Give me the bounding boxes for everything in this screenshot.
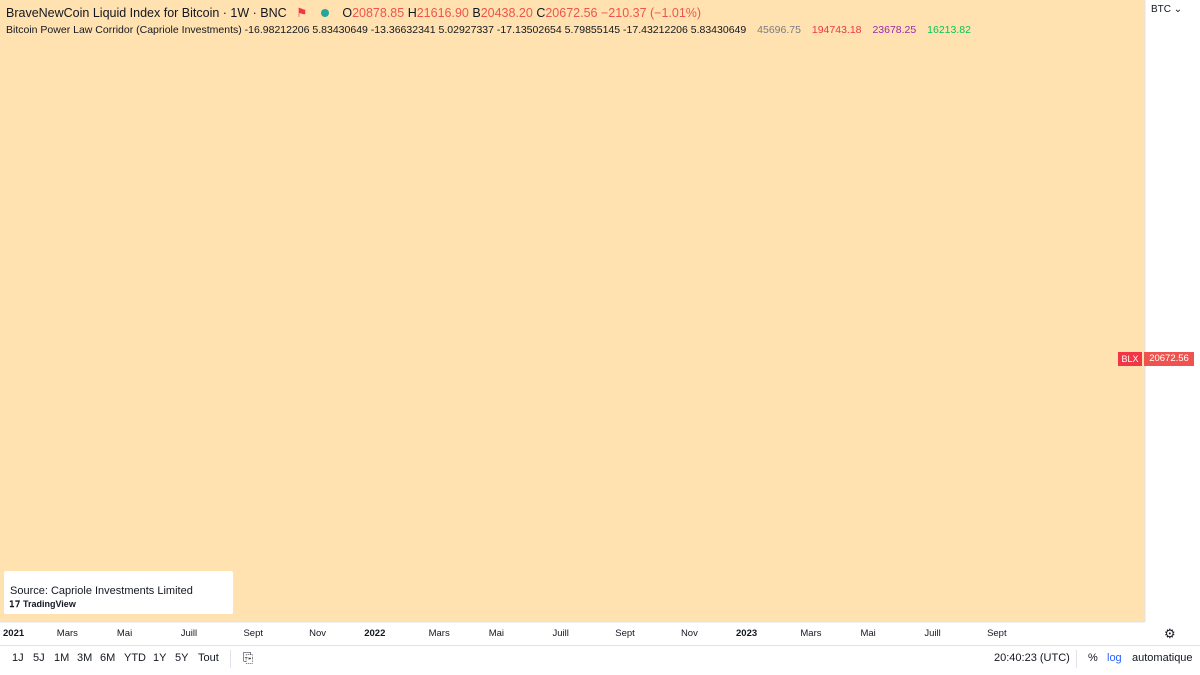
- symbol-price-tag: BLX: [1118, 352, 1142, 366]
- clock-time[interactable]: 20:40:23 (UTC): [994, 652, 1070, 664]
- ohlc-values: O20878.85 H21616.90 B20438.20 C20672.56 …: [342, 6, 701, 20]
- settings-gear-icon[interactable]: ⚙: [1164, 626, 1176, 641]
- x-tick-label: 2022: [364, 628, 385, 639]
- range-5d-button[interactable]: 5J: [33, 652, 45, 664]
- x-tick-label: Mars: [57, 628, 78, 639]
- high-label: H: [407, 6, 417, 20]
- range-6m-button[interactable]: 6M: [100, 652, 116, 664]
- range-1d-button[interactable]: 1J: [12, 652, 24, 664]
- indicator-legend: Bitcoin Power Law Corridor (Capriole Inv…: [6, 24, 971, 36]
- x-tick-label: Mai: [489, 628, 504, 639]
- x-tick-label: Mai: [860, 628, 875, 639]
- tradingview-logo-text: TradingView: [22, 599, 76, 609]
- range-all-button[interactable]: Tout: [198, 652, 219, 664]
- x-tick-label: Sept: [987, 628, 1007, 639]
- plot-background: [0, 0, 1145, 645]
- close-label: C: [536, 6, 546, 20]
- chart-legend-main: BraveNewCoin Liquid Index for Bitcoin · …: [6, 5, 701, 20]
- auto-scale-toggle[interactable]: automatique: [1132, 652, 1193, 664]
- change-value: −210.37 (−1.01%): [600, 6, 702, 20]
- open-label: O: [342, 6, 353, 20]
- x-tick-label: Juill: [553, 628, 569, 639]
- log-toggle[interactable]: log: [1107, 652, 1122, 664]
- range-1m-button[interactable]: 1M: [54, 652, 70, 664]
- tradingview-logo[interactable]: 𝟣𝟩 TradingView: [9, 599, 76, 610]
- x-ticks-group: 2021 Mars Mai Juill Sept Nov 2022 Mars Mai Juill S…: [3, 628, 1007, 639]
- percent-toggle[interactable]: %: [1088, 652, 1098, 664]
- x-tick-label: Juill: [181, 628, 197, 639]
- indicator-value-1: 45696.75: [757, 24, 801, 36]
- range-1y-button[interactable]: 1Y: [153, 652, 167, 664]
- tradingview-logo-icon: 𝟣𝟩: [9, 599, 21, 609]
- range-5y-button[interactable]: 5Y: [175, 652, 189, 664]
- indicator-name: Bitcoin Power Law Corridor (Capriole Inv…: [6, 24, 747, 36]
- x-tick-label: Nov: [309, 628, 326, 639]
- price-axis[interactable]: [1145, 0, 1200, 645]
- indicator-value-4: 16213.82: [927, 24, 971, 36]
- last-price-tag: 20672.56: [1144, 352, 1194, 366]
- x-tick-label: Mars: [429, 628, 450, 639]
- toolbar-separator: [230, 650, 231, 668]
- x-tick-label: 2023: [736, 628, 757, 639]
- x-tick-label: Mai: [117, 628, 132, 639]
- x-tick-label: Nov: [681, 628, 698, 639]
- time-axis[interactable]: [0, 622, 1200, 645]
- low-value: 20438.20: [480, 6, 533, 20]
- toolbar-separator: [1076, 650, 1077, 668]
- chart[interactable]: 115000.0099000.0087000.0075000.0063000.0…: [0, 0, 1200, 645]
- flag-icon[interactable]: ⚑: [296, 6, 308, 20]
- close-value: 20672.56: [545, 6, 598, 20]
- range-ytd-button[interactable]: YTD: [124, 652, 146, 664]
- x-tick-label: 2021: [3, 628, 25, 639]
- high-value: 21616.90: [416, 6, 469, 20]
- x-tick-label: Sept: [615, 628, 635, 639]
- x-tick-label: Juill: [924, 628, 940, 639]
- indicator-value-3: 23678.25: [872, 24, 917, 36]
- source-box: Source: Capriole Investments Limited 𝟣𝟩 …: [4, 571, 233, 614]
- low-label: B: [472, 6, 481, 20]
- live-dot-icon: [320, 9, 329, 17]
- range-3m-button[interactable]: 3M: [77, 652, 93, 664]
- open-value: 20878.85: [352, 6, 405, 20]
- chart-title: BraveNewCoin Liquid Index for Bitcoin · …: [6, 6, 287, 20]
- x-tick-label: Mars: [800, 628, 821, 639]
- source-text: Source: Capriole Investments Limited: [10, 585, 193, 597]
- x-tick-label: Sept: [243, 628, 263, 639]
- currency-selector[interactable]: BTC ⌄: [1151, 4, 1183, 15]
- date-range-calendar-icon[interactable]: ⎘: [243, 650, 254, 665]
- indicator-value-2: 194743.18: [811, 24, 862, 36]
- bottom-toolbar: 1J 5J 1M 3M 6M YTD 1Y 5Y Tout ⎘ 20:40:23…: [0, 645, 1200, 673]
